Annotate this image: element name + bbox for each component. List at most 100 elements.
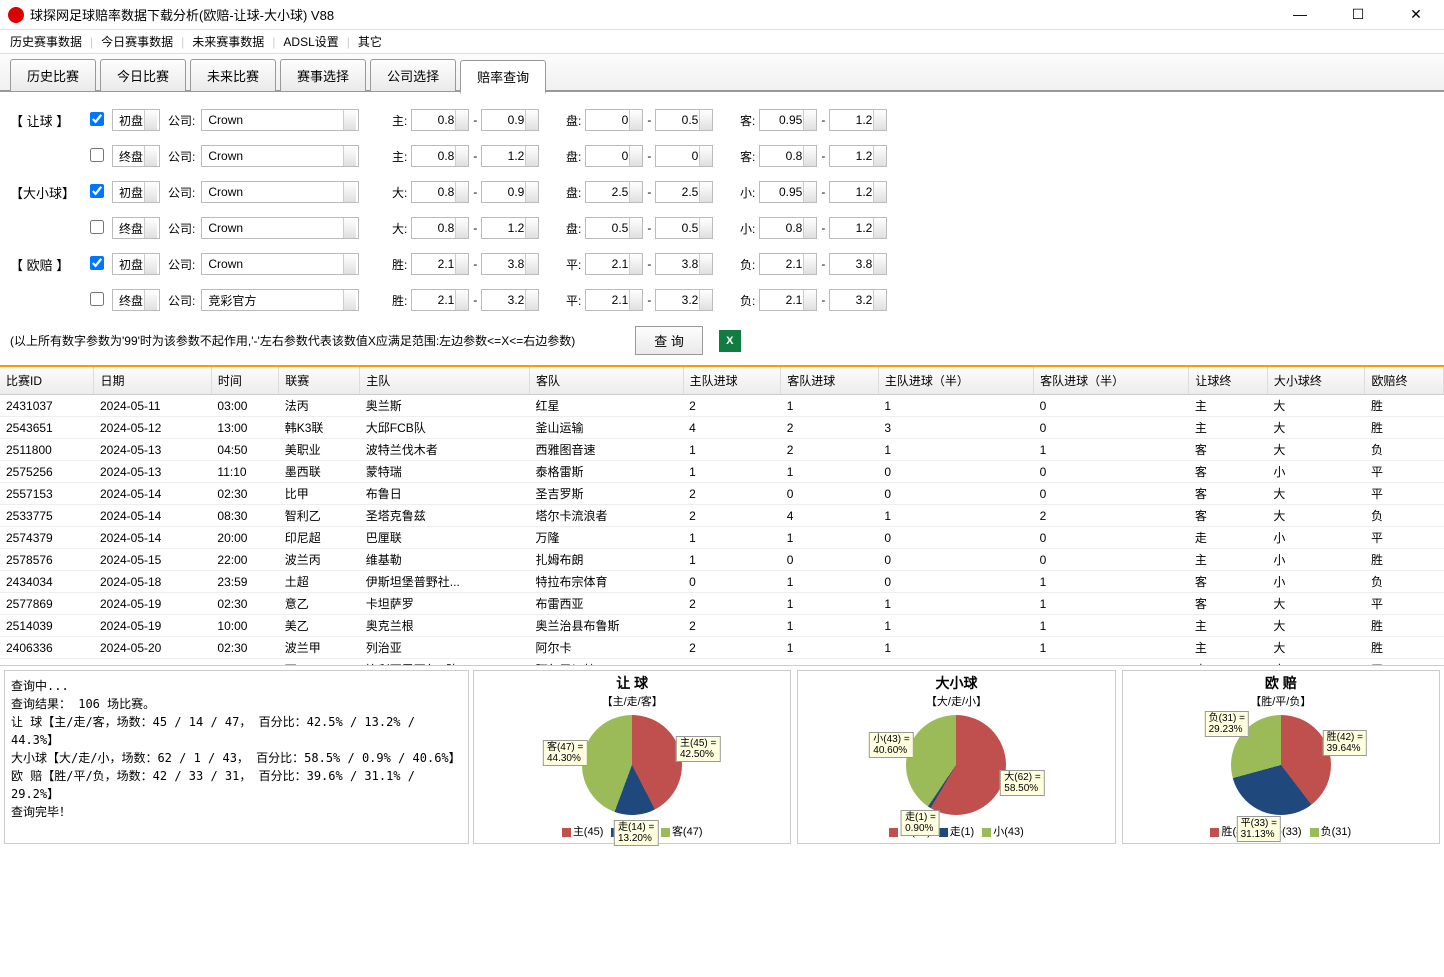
spin-input[interactable]: 0▲▼ <box>585 145 643 167</box>
spin-input[interactable]: 0.8▲▼ <box>411 181 469 203</box>
menu-item[interactable]: 其它 <box>358 33 382 50</box>
spin-input[interactable]: 0▲▼ <box>655 145 713 167</box>
pie-callout: 客(47) =44.30% <box>543 740 587 766</box>
select[interactable]: Crown▲▼ <box>201 145 359 167</box>
column-header[interactable]: 主队 <box>360 367 530 395</box>
spin-input[interactable]: 3.2▲▼ <box>829 289 887 311</box>
filter-checkbox[interactable] <box>90 112 104 126</box>
spin-input[interactable]: 2.1▲▼ <box>411 253 469 275</box>
column-header[interactable]: 客队进球 <box>781 367 879 395</box>
table-row[interactable]: 25118002024-05-1304:50美职业波特兰伐木者西雅图音速1211… <box>0 439 1444 461</box>
table-row[interactable]: 25785762024-05-1522:00波兰丙维基勒扎姆布朗1000主小胜 <box>0 549 1444 571</box>
spin-input[interactable]: 0.8▲▼ <box>411 217 469 239</box>
menu-item[interactable]: 今日赛事数据 <box>101 33 173 50</box>
spin-input[interactable]: 0.9▲▼ <box>481 181 539 203</box>
maximize-button[interactable]: ☐ <box>1338 6 1378 23</box>
spin-input[interactable]: 2.5▲▼ <box>585 181 643 203</box>
table-row[interactable]: 25140392024-05-1910:00美乙奥克兰根奥兰治县布鲁斯2111主… <box>0 615 1444 637</box>
spin-input[interactable]: 2.1▲▼ <box>759 289 817 311</box>
spin-input[interactable]: 1.2▲▼ <box>481 145 539 167</box>
select[interactable]: 初盘▲▼ <box>112 253 160 275</box>
select[interactable]: 初盘▲▼ <box>112 109 160 131</box>
spin-input[interactable]: 2.1▲▼ <box>759 253 817 275</box>
table-row[interactable]: 24063362024-05-2002:30波兰甲列治亚阿尔卡2111主大胜 <box>0 637 1444 659</box>
spin-input[interactable]: 1.2▲▼ <box>829 109 887 131</box>
tab[interactable]: 赔率查询 <box>460 60 546 94</box>
select[interactable]: Crown▲▼ <box>201 109 359 131</box>
spin-input[interactable]: 0.9▲▼ <box>481 109 539 131</box>
spin-input[interactable]: 1.2▲▼ <box>829 217 887 239</box>
spin-input[interactable]: 2.1▲▼ <box>585 289 643 311</box>
menu-item[interactable]: 历史赛事数据 <box>10 33 82 50</box>
column-header[interactable]: 比赛ID <box>0 367 94 395</box>
filter-checkbox[interactable] <box>90 220 104 234</box>
select[interactable]: 竞彩官方▲▼ <box>201 289 359 311</box>
spin-input[interactable]: 2.1▲▼ <box>411 289 469 311</box>
tab[interactable]: 赛事选择 <box>280 59 366 91</box>
spin-input[interactable]: 0.8▲▼ <box>411 145 469 167</box>
filter-checkbox[interactable] <box>90 184 104 198</box>
column-header[interactable]: 时间 <box>211 367 278 395</box>
table-row[interactable]: 25337752024-05-1408:30智利乙圣塔克鲁兹塔尔卡流浪者2412… <box>0 505 1444 527</box>
table-row[interactable]: 25778692024-05-1902:30意乙卡坦萨罗布雷西亚2111客大平 <box>0 593 1444 615</box>
spin-input[interactable]: 0.5▲▼ <box>585 217 643 239</box>
table-row[interactable]: 24310372024-05-1103:00法丙奥兰斯红星2110主大胜 <box>0 395 1444 417</box>
table-row[interactable]: 25743792024-05-1420:00印尼超巴厘联万隆1100走小平 <box>0 527 1444 549</box>
pie <box>582 715 682 815</box>
spin-input[interactable]: 3.2▲▼ <box>655 289 713 311</box>
filter-checkbox[interactable] <box>90 292 104 306</box>
spin-input[interactable]: 0.8▲▼ <box>759 145 817 167</box>
tab[interactable]: 历史比赛 <box>10 59 96 91</box>
minimize-button[interactable]: — <box>1280 6 1320 23</box>
select[interactable]: 终盘▲▼ <box>112 145 160 167</box>
select[interactable]: 初盘▲▼ <box>112 181 160 203</box>
spin-input[interactable]: 3.2▲▼ <box>481 289 539 311</box>
column-header[interactable]: 客队进球（半） <box>1034 367 1189 395</box>
menu-item[interactable]: ADSL设置 <box>283 33 338 50</box>
column-header[interactable]: 让球终 <box>1189 367 1267 395</box>
select[interactable]: Crown▲▼ <box>201 253 359 275</box>
log-line: 查询中... <box>11 677 462 695</box>
excel-button[interactable]: X <box>719 330 741 352</box>
table-row[interactable]: 25752562024-05-1311:10墨西联蒙特瑞泰格雷斯1100客小平 <box>0 461 1444 483</box>
column-header[interactable]: 联赛 <box>279 367 360 395</box>
select[interactable]: Crown▲▼ <box>201 181 359 203</box>
column-header[interactable]: 大小球终 <box>1267 367 1365 395</box>
spin-input[interactable]: 0.95▲▼ <box>759 181 817 203</box>
spin-input[interactable]: 0▲▼ <box>585 109 643 131</box>
spin-input[interactable]: 0.5▲▼ <box>655 217 713 239</box>
close-button[interactable]: ✕ <box>1396 6 1436 23</box>
tab[interactable]: 公司选择 <box>370 59 456 91</box>
spin-input[interactable]: 2.5▲▼ <box>655 181 713 203</box>
spin-input[interactable]: 3.8▲▼ <box>481 253 539 275</box>
table-row[interactable]: 25436512024-05-1213:00韩K3联大邱FCB队釜山运输4230… <box>0 417 1444 439</box>
menu-item[interactable]: 未来赛事数据 <box>192 33 264 50</box>
select[interactable]: Crown▲▼ <box>201 217 359 239</box>
column-header[interactable]: 日期 <box>94 367 211 395</box>
spin-input[interactable]: 0.5▲▼ <box>655 109 713 131</box>
spin-input[interactable]: 0.95▲▼ <box>759 109 817 131</box>
spin-input[interactable]: 1.2▲▼ <box>829 145 887 167</box>
column-header[interactable]: 主队进球 <box>683 367 781 395</box>
spin-input[interactable]: 3.8▲▼ <box>829 253 887 275</box>
select[interactable]: 终盘▲▼ <box>112 289 160 311</box>
filter-checkbox[interactable] <box>90 148 104 162</box>
tab[interactable]: 未来比赛 <box>190 59 276 91</box>
column-header[interactable]: 客队 <box>529 367 683 395</box>
spin-input[interactable]: 1.2▲▼ <box>481 217 539 239</box>
spin-input[interactable]: 3.8▲▼ <box>655 253 713 275</box>
spin-input[interactable]: 1.2▲▼ <box>829 181 887 203</box>
column-header[interactable]: 欧赔终 <box>1365 367 1444 395</box>
results-table-wrap[interactable]: 比赛ID日期时间联赛主队客队主队进球客队进球主队进球（半）客队进球（半）让球终大… <box>0 365 1444 665</box>
tab[interactable]: 今日比赛 <box>100 59 186 91</box>
table-row[interactable]: 24093202024-05-2102:30西乙比利亚雷亚尔B队阿尔巴切特210… <box>0 659 1444 666</box>
column-header[interactable]: 主队进球（半） <box>878 367 1033 395</box>
table-row[interactable]: 24340342024-05-1823:59土超伊斯坦堡普野社...特拉布宗体育… <box>0 571 1444 593</box>
spin-input[interactable]: 0.8▲▼ <box>411 109 469 131</box>
spin-input[interactable]: 2.1▲▼ <box>585 253 643 275</box>
query-button[interactable]: 查 询 <box>635 326 703 355</box>
spin-input[interactable]: 0.8▲▼ <box>759 217 817 239</box>
select[interactable]: 终盘▲▼ <box>112 217 160 239</box>
table-row[interactable]: 25571532024-05-1402:30比甲布鲁日圣吉罗斯2000客大平 <box>0 483 1444 505</box>
filter-checkbox[interactable] <box>90 256 104 270</box>
